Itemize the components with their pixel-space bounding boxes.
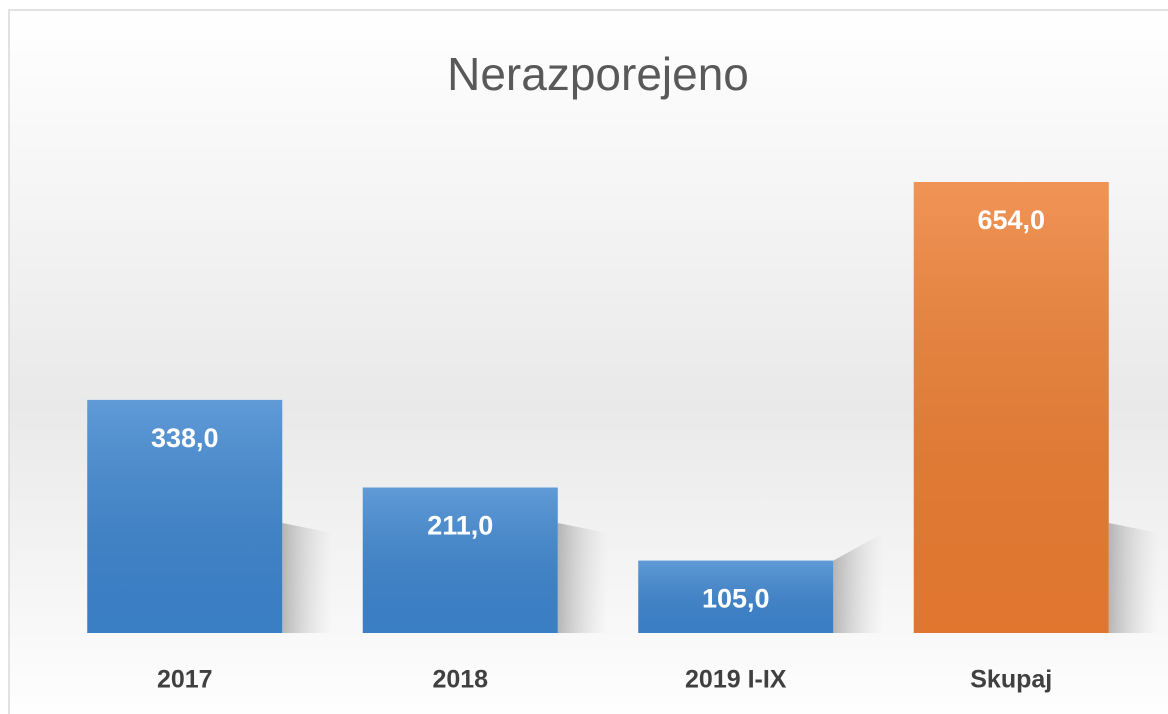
bar-sheen (638, 560, 834, 633)
x-tick-label: 2017 (157, 666, 213, 694)
bar-sheen (913, 182, 1109, 633)
bar-shadow (557, 523, 608, 633)
x-tick-label: 2019 I-IX (685, 666, 787, 694)
data-label: 105,0 (702, 584, 770, 614)
bar-shadow (282, 523, 333, 633)
x-tick-label: Skupaj (970, 666, 1052, 694)
bar-shadow (833, 533, 884, 633)
bar-sheen (87, 399, 283, 633)
data-label: 654,0 (977, 205, 1045, 235)
x-tick-label: 2018 (432, 666, 488, 694)
data-label: 338,0 (151, 423, 219, 453)
data-label: 211,0 (427, 511, 493, 541)
bar-shadow (1108, 523, 1159, 633)
bar-sheen (362, 487, 558, 633)
chart-title: Nerazporejeno (447, 48, 749, 100)
